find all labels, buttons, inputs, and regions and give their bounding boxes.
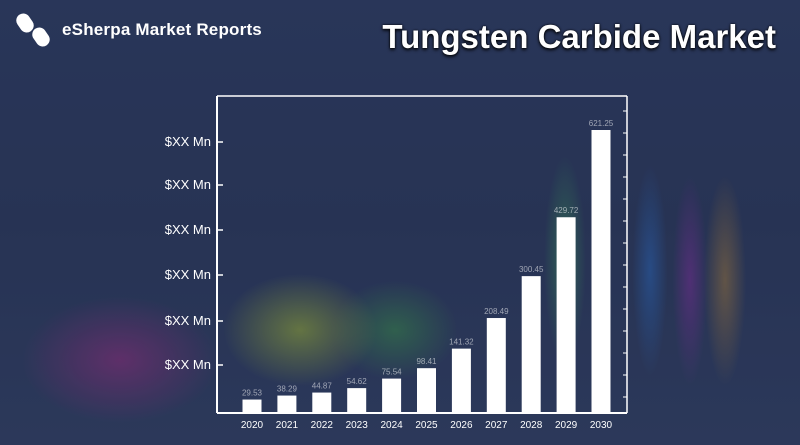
- chart-title: Tungsten Carbide Market: [382, 18, 776, 55]
- y-tick-label: $XX Mn: [165, 357, 211, 372]
- data-label: 44.87: [312, 382, 333, 391]
- bar: [521, 276, 541, 413]
- bar: [277, 395, 297, 413]
- data-label: 98.41: [416, 357, 437, 366]
- data-label: 141.32: [449, 338, 474, 347]
- x-tick-label: 2021: [276, 420, 299, 431]
- x-tick-label: 2022: [311, 420, 334, 431]
- x-tick-label: 2025: [415, 420, 438, 431]
- x-tick-label: 2020: [241, 420, 264, 431]
- data-label: 29.53: [242, 389, 263, 398]
- bar: [417, 368, 436, 413]
- x-tick-label: 2029: [555, 420, 578, 431]
- y-tick-label: $XX Mn: [165, 267, 211, 282]
- y-tick-label: $XX Mn: [165, 313, 211, 328]
- data-label: 208.49: [484, 307, 509, 316]
- bar: [312, 392, 332, 413]
- x-tick-label: 2030: [590, 420, 613, 431]
- brand-logo[interactable]: eSherpa Market Reports: [14, 10, 262, 50]
- data-label: 429.72: [554, 206, 579, 215]
- bar: [242, 399, 262, 413]
- brand-name: eSherpa Market Reports: [62, 20, 262, 39]
- bar: [556, 217, 576, 413]
- data-label: 38.29: [277, 385, 298, 394]
- x-tick-label: 2023: [346, 420, 369, 431]
- data-label: 75.54: [382, 368, 403, 377]
- x-tick-label: 2024: [380, 420, 403, 431]
- esherpa-s-logo-icon: [16, 13, 50, 47]
- y-tick-label: $XX Mn: [165, 177, 211, 192]
- data-label: 300.45: [519, 265, 544, 274]
- x-tick-label: 2027: [485, 420, 508, 431]
- bar: [347, 388, 367, 413]
- x-tick-label: 2028: [520, 420, 543, 431]
- data-label: 621.25: [589, 119, 614, 128]
- bar: [451, 348, 471, 413]
- y-tick-label: $XX Mn: [165, 222, 211, 237]
- data-label: 54.62: [347, 377, 368, 386]
- bar: [591, 130, 611, 413]
- bar: [486, 318, 506, 413]
- x-tick-label: 2026: [450, 420, 473, 431]
- y-tick-label: $XX Mn: [165, 134, 211, 149]
- bar: [382, 378, 402, 413]
